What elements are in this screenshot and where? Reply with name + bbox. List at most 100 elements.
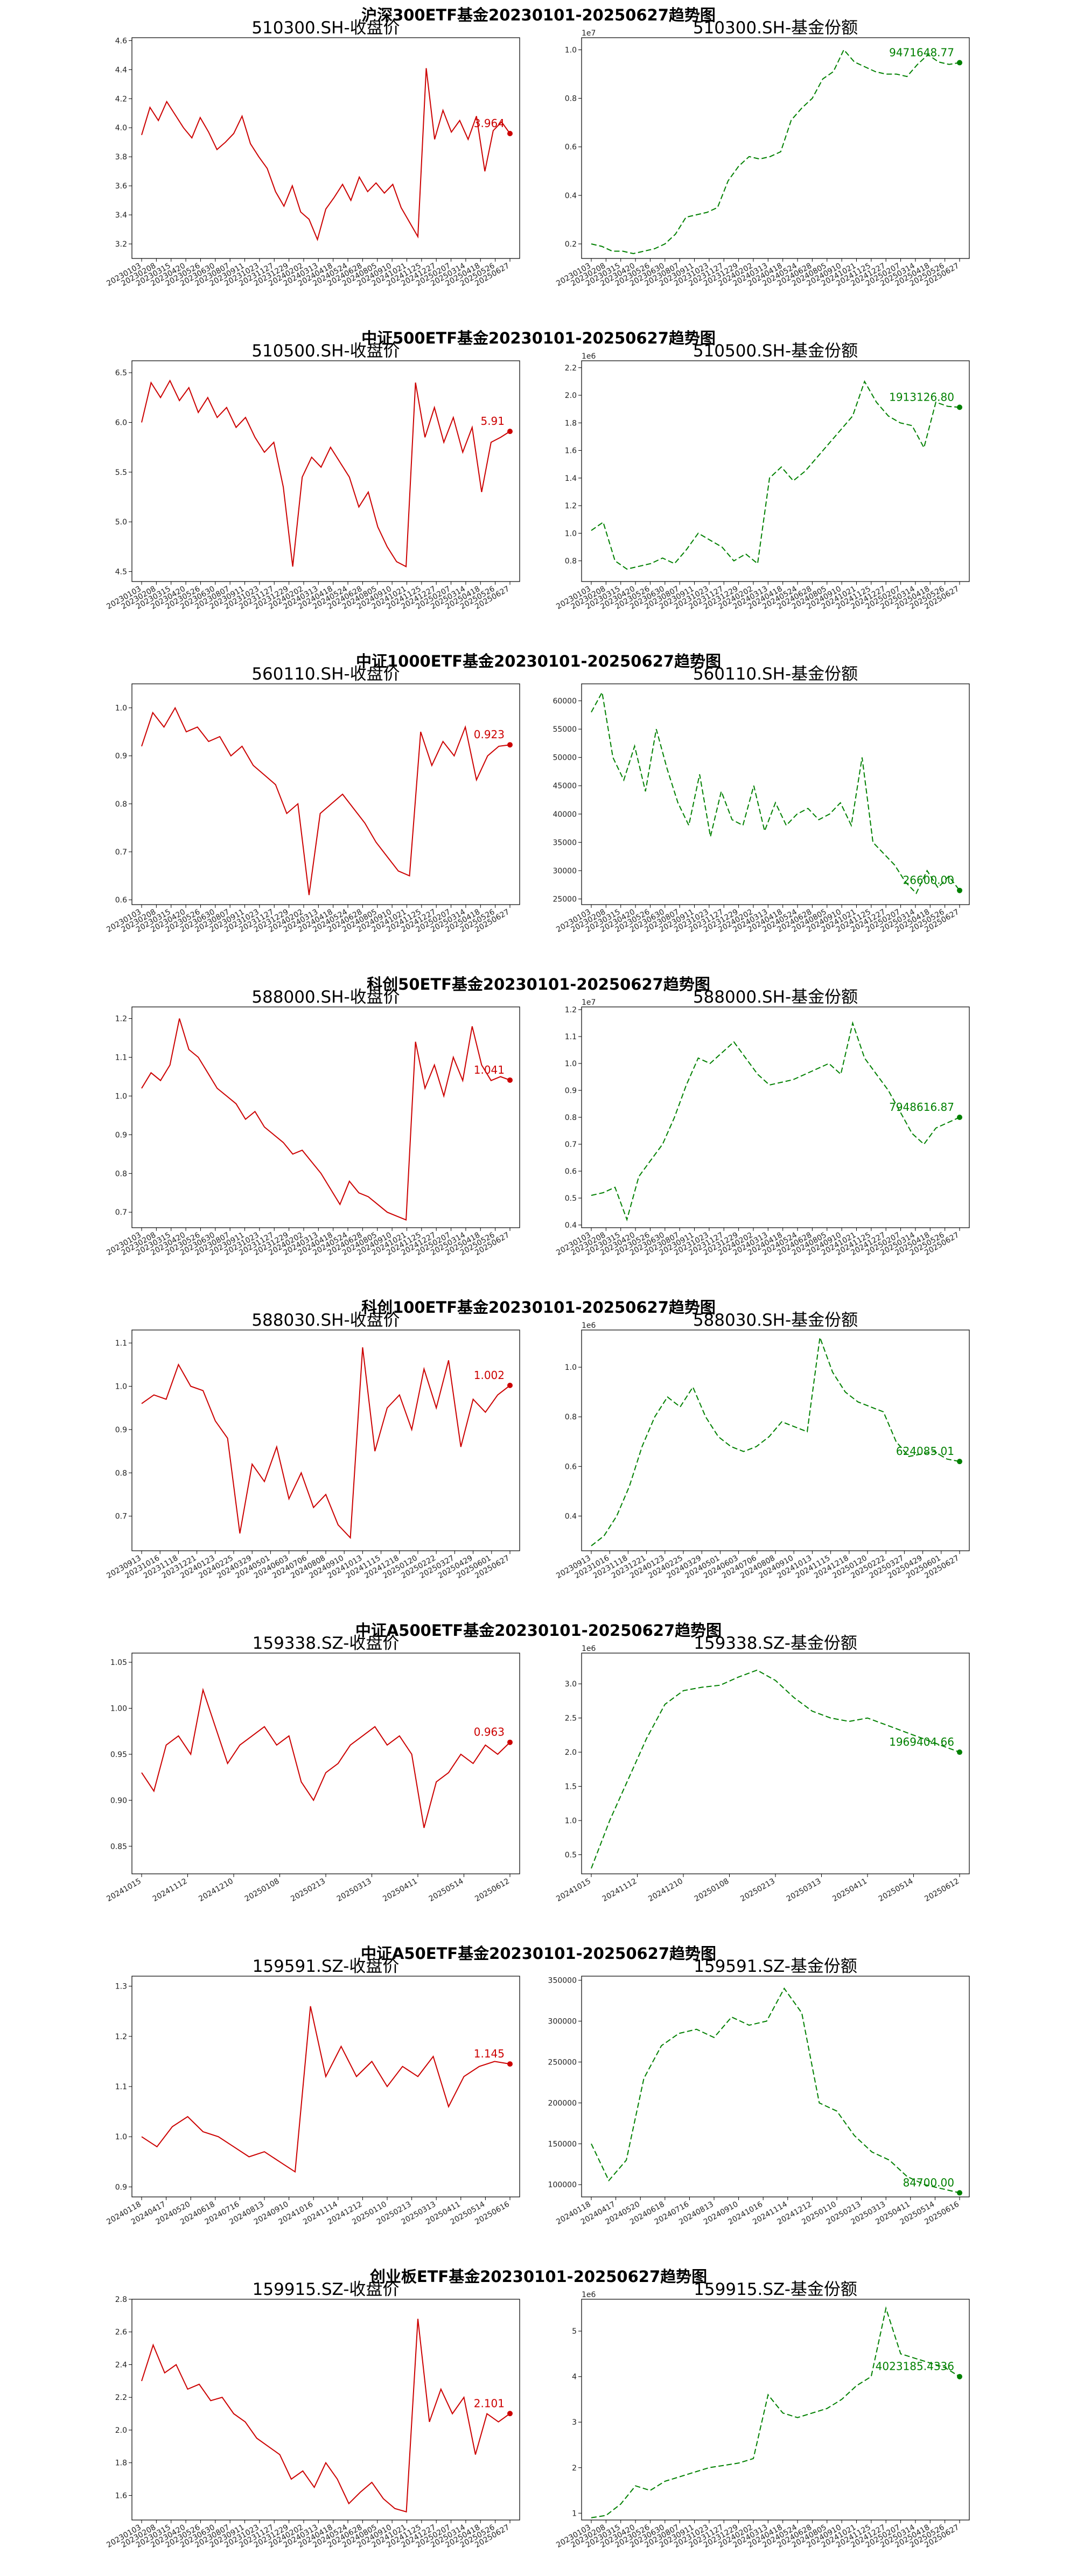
y-tick-label: 4.2 (115, 95, 127, 103)
panel-title: 510300.SH-基金份额 (693, 18, 858, 38)
y-tick-label: 0.8 (565, 1413, 577, 1422)
last-value-label: 1.041 (474, 1063, 505, 1076)
panel-title: 560110.SH-收盘价 (251, 664, 400, 684)
y-tick-label: 1.2 (115, 1015, 127, 1024)
y-tick-label: 0.9 (115, 752, 127, 761)
y-tick-label: 0.6 (565, 1462, 577, 1471)
last-value-label: 0.963 (474, 1726, 505, 1739)
panel-title: 159591.SZ-收盘价 (253, 1957, 400, 1976)
y-tick-label: 4.5 (115, 568, 127, 577)
last-point (507, 1382, 513, 1388)
y-axis-scale: 1e6 (582, 1644, 596, 1653)
y-tick-label: 4.0 (115, 124, 127, 132)
y-tick-label: 0.85 (110, 1843, 127, 1851)
panel-title: 588030.SH-基金份额 (693, 1311, 858, 1330)
y-tick-label: 3.0 (565, 1680, 577, 1689)
panel-title: 159338.SZ-基金份额 (694, 1634, 857, 1653)
y-tick-label: 0.90 (110, 1796, 127, 1805)
close-price-panel: 560110.SH-收盘价0.60.70.80.91.0202301032023… (105, 664, 520, 934)
x-tick-label: 20250213 (289, 1877, 327, 1903)
series-line (591, 1987, 960, 2194)
y-tick-label: 1.1 (565, 1033, 577, 1041)
y-tick-label: 150000 (548, 2140, 577, 2148)
y-tick-label: 40000 (553, 810, 577, 819)
last-value-label: 1.145 (474, 2047, 505, 2060)
y-tick-label: 1.1 (115, 1339, 127, 1348)
series-line (591, 2306, 960, 2518)
axes-frame (131, 1653, 520, 1874)
axes-frame (131, 1976, 520, 2197)
axes-frame (581, 683, 970, 905)
series-line (591, 48, 960, 255)
y-tick-label: 2.2 (115, 2393, 127, 2402)
last-value-label: 26600.00 (903, 874, 954, 887)
fund-share-panel: 510500.SH-基金份额 1e6 0.8 1.0 1.2 1.4 1.6 1.8 2.0 2.… (555, 341, 970, 611)
close-price-panel: 588030.SH-收盘价0.70.80.91.01.1202309132023… (105, 1311, 520, 1580)
y-tick-label: 2.5 (565, 1714, 577, 1723)
last-value-label: 2.101 (474, 2397, 505, 2410)
axes-frame (131, 683, 520, 905)
y-tick-label: 3.2 (115, 240, 127, 249)
panel-title: 159915.SZ-基金份额 (694, 2280, 857, 2299)
y-tick-label: 0.4 (565, 1513, 577, 1521)
y-tick-label: 1.0 (115, 1092, 127, 1101)
last-point (507, 1077, 513, 1083)
y-tick-label: 350000 (548, 1977, 577, 1985)
axes-frame (131, 2299, 520, 2521)
x-tick-label: 20250411 (381, 1877, 419, 1903)
y-tick-label: 3 (572, 2418, 577, 2427)
figure-title: 科创100ETF基金20230101-20250627趋势图 (361, 1298, 716, 1317)
y-tick-label: 0.9 (115, 2183, 127, 2192)
y-tick-label: 2 (572, 2464, 577, 2473)
y-tick-label: 1.2 (565, 502, 577, 510)
x-tick-label: 20250108 (243, 1877, 281, 1903)
y-tick-label: 0.8 (115, 1469, 127, 1478)
y-tick-label: 1.0 (565, 1363, 577, 1372)
last-point (957, 887, 962, 893)
last-point (507, 429, 513, 435)
x-tick-label: 20241112 (601, 1877, 639, 1903)
y-tick-label: 1 (572, 2509, 577, 2518)
x-tick-label: 20250108 (693, 1877, 731, 1903)
y-tick-label: 2.6 (115, 2328, 127, 2337)
series-line (591, 1669, 960, 1869)
series-line (141, 379, 510, 568)
y-tick-label: 0.9 (565, 1087, 577, 1095)
last-point (507, 1739, 513, 1745)
last-value-label: 1.002 (474, 1369, 505, 1382)
series-line (141, 68, 510, 241)
y-tick-label: 30000 (553, 867, 577, 876)
axes-frame (581, 37, 970, 259)
y-tick-label: 25000 (553, 895, 577, 904)
y-tick-label: 1.00 (110, 1705, 127, 1713)
y-tick-label: 1.2 (115, 2033, 127, 2041)
y-tick-label: 4.6 (115, 37, 127, 45)
y-axis-scale: 1e6 (582, 2291, 596, 2299)
close-price-panel: 510500.SH-收盘价4.55.05.56.06.5202301032023… (105, 341, 520, 611)
y-tick-label: 0.8 (565, 557, 577, 566)
y-tick-label: 0.9 (115, 1426, 127, 1434)
x-tick-label: 20250612 (923, 1877, 961, 1903)
y-tick-label: 0.7 (115, 1208, 127, 1217)
y-tick-label: 3.8 (115, 153, 127, 162)
axes-frame (581, 2299, 970, 2521)
last-point (957, 1749, 962, 1755)
y-tick-label: 0.2 (565, 240, 577, 249)
series-line (591, 1337, 960, 1546)
y-tick-label: 1.0 (565, 529, 577, 538)
panel-title: 510500.SH-基金份额 (693, 341, 858, 361)
figure-title: 中证A500ETF基金20230101-20250627趋势图 (355, 1621, 722, 1640)
y-tick-label: 1.5 (565, 1783, 577, 1791)
y-tick-label: 0.95 (110, 1751, 127, 1759)
y-tick-label: 1.2 (565, 1006, 577, 1014)
y-tick-label: 250000 (548, 2058, 577, 2067)
y-tick-label: 1.6 (115, 2491, 127, 2500)
y-tick-label: 2.0 (565, 1748, 577, 1757)
axes-frame (131, 37, 520, 259)
last-point (957, 60, 962, 66)
y-tick-label: 1.6 (565, 447, 577, 456)
y-tick-label: 60000 (553, 697, 577, 706)
x-tick-label: 20241015 (105, 1877, 143, 1903)
series-line (591, 690, 960, 894)
panel-title: 159591.SZ-基金份额 (694, 1957, 857, 1976)
